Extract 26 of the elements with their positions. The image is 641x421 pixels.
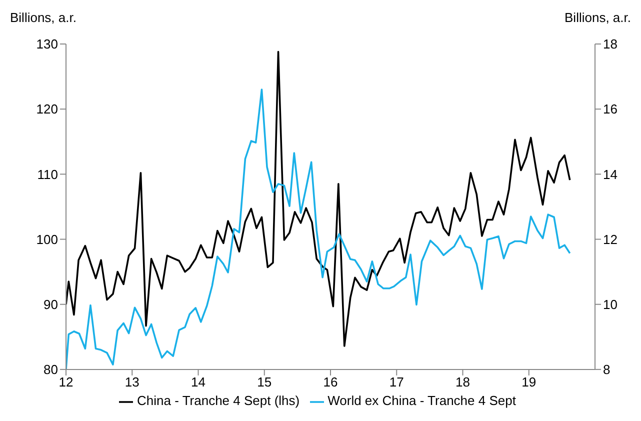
x-tick-label: 12: [58, 374, 74, 390]
x-tick-label: 13: [124, 374, 140, 390]
y-tick-label: 100: [36, 232, 58, 247]
x-tick-label: 17: [389, 374, 404, 390]
y2-tick-label: 16: [603, 102, 618, 117]
y-tick-label: 80: [44, 362, 58, 378]
x-tick-label: 15: [257, 374, 272, 390]
y-tick-label: 120: [36, 102, 58, 117]
y2-tick-label: 10: [603, 296, 618, 312]
y-tick-label: 130: [36, 36, 58, 52]
y-tick-label: 110: [37, 166, 58, 182]
line-series: [66, 88, 571, 370]
line-series: [66, 50, 571, 347]
legend-label: World ex China - Tranche 4 Sept: [328, 393, 516, 408]
x-tick-label: 19: [522, 374, 536, 390]
x-tick-label: 14: [191, 374, 206, 390]
y2-axis-title: Billions, a.r.: [564, 10, 631, 25]
y2-tick-label: 12: [603, 232, 618, 247]
y-axis-title: Billions, a.r.: [10, 10, 76, 25]
x-tick-label: 18: [456, 374, 470, 390]
y2-tick-label: 8: [603, 362, 610, 378]
y2-tick-label: 14: [603, 166, 618, 182]
legend-label: China - Tranche 4 Sept (lhs): [137, 393, 300, 408]
x-tick-label: 16: [323, 374, 338, 390]
y2-tick-label: 18: [603, 36, 618, 52]
y-tick-label: 90: [44, 296, 58, 312]
